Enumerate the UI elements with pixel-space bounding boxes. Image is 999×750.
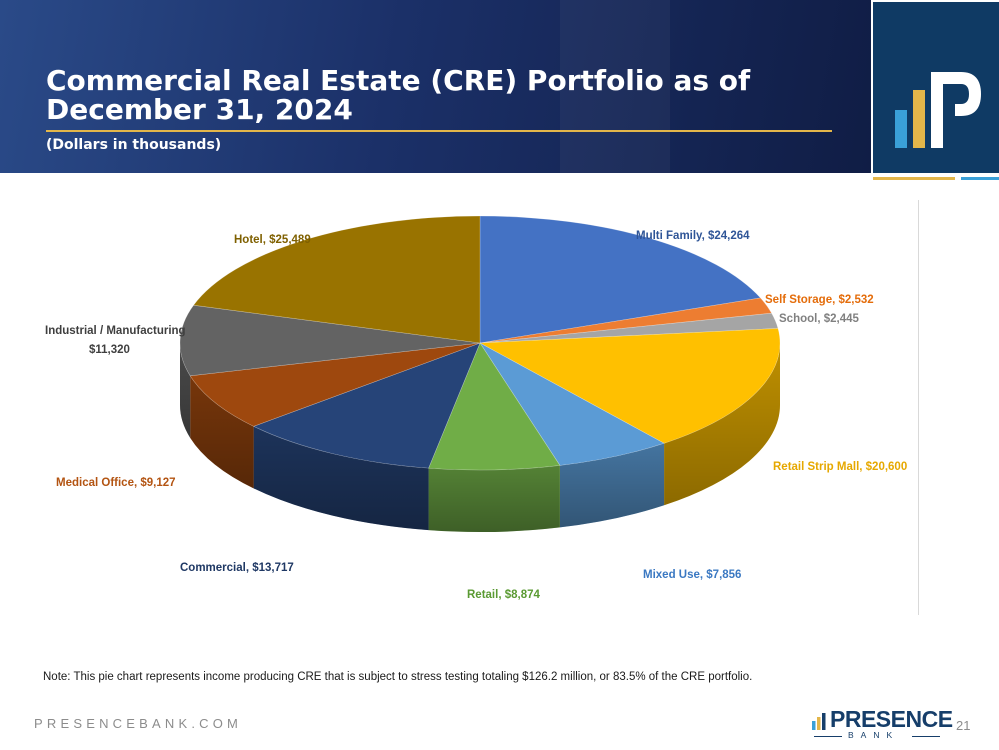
brand-logo-tile xyxy=(873,0,999,173)
cre-pie-chart: Multi Family, $24,264 Self Storage, $2,53… xyxy=(45,215,907,601)
website-url: PRESENCEBANK.COM xyxy=(34,716,243,731)
pie-side-6-0 xyxy=(253,426,429,531)
brand-logo-bg xyxy=(873,2,999,173)
pie-side-shade-7-0 xyxy=(190,375,254,489)
bank-bars-icon xyxy=(812,713,826,730)
pie-side-shade-3-0 xyxy=(664,343,781,506)
pie-side-shade-5-0 xyxy=(428,465,560,532)
pie-slice-5 xyxy=(428,342,561,471)
logo-underline-blue xyxy=(961,177,999,180)
bank-rule-left xyxy=(814,736,842,737)
title-underline xyxy=(46,130,832,132)
bank-name: PRESENCE xyxy=(830,706,953,732)
pie-label-3: Retail Strip Mall, $20,600 xyxy=(773,461,907,473)
pie-side-5-0 xyxy=(428,465,560,532)
pie-side-shade-6-0 xyxy=(253,426,429,531)
pie-side-shade-8-0 xyxy=(180,343,191,438)
pie-slice-4 xyxy=(479,342,665,466)
bank-rule-right xyxy=(912,736,940,737)
pie-label-5: Retail, $8,874 xyxy=(467,589,540,601)
page-subtitle: (Dollars in thousands) xyxy=(46,137,222,153)
page-number: 21 xyxy=(956,718,971,733)
pie-side-shade-4-0 xyxy=(559,443,665,528)
pie-label-9: Hotel, $25,489 xyxy=(234,234,311,246)
pie-side-3-0 xyxy=(664,343,781,506)
pie-label-4: Mixed Use, $7,856 xyxy=(643,569,741,581)
pie-side-4-0 xyxy=(559,443,665,528)
title-banner: Commercial Real Estate (CRE) Portfolio a… xyxy=(0,0,871,173)
pie-slice-8 xyxy=(179,304,481,377)
pie-label-line-2: $11,320 xyxy=(89,344,130,356)
presence-logo-icon xyxy=(895,72,981,148)
pie-slice-9 xyxy=(193,215,481,344)
pie-slice-2 xyxy=(479,312,779,344)
logo-underline-gold xyxy=(873,177,955,180)
pie-label-8: Industrial / Manufacturing $11,320 xyxy=(45,325,186,356)
pie-label-0: Multi Family, $24,264 xyxy=(636,230,750,242)
pie-label-2: School, $2,445 xyxy=(779,313,860,325)
pie-label-7: Medical Office, $9,127 xyxy=(56,477,176,489)
page-title: Commercial Real Estate (CRE) Portfolio a… xyxy=(46,64,751,126)
pie-slice-7 xyxy=(189,342,481,427)
pie-label-1: Self Storage, $2,532 xyxy=(765,294,874,306)
footer-bank-logo: PRESENCE BANK xyxy=(812,706,953,746)
pie-label-6: Commercial, $13,717 xyxy=(180,562,294,574)
pie-slice-6 xyxy=(252,342,481,469)
banner-stripe xyxy=(560,0,670,173)
pie-slice-3 xyxy=(478,328,781,444)
pie-slice-0 xyxy=(479,215,762,344)
chart-note: Note: This pie chart represents income p… xyxy=(43,671,753,683)
bank-subtitle: BANK xyxy=(848,730,900,740)
chart-divider xyxy=(918,200,919,615)
pie-side-7-0 xyxy=(190,375,254,489)
pie-slice-1 xyxy=(479,297,773,344)
pie-side-8-0 xyxy=(180,343,191,438)
pie-label-line-1: Industrial / Manufacturing xyxy=(45,325,186,337)
